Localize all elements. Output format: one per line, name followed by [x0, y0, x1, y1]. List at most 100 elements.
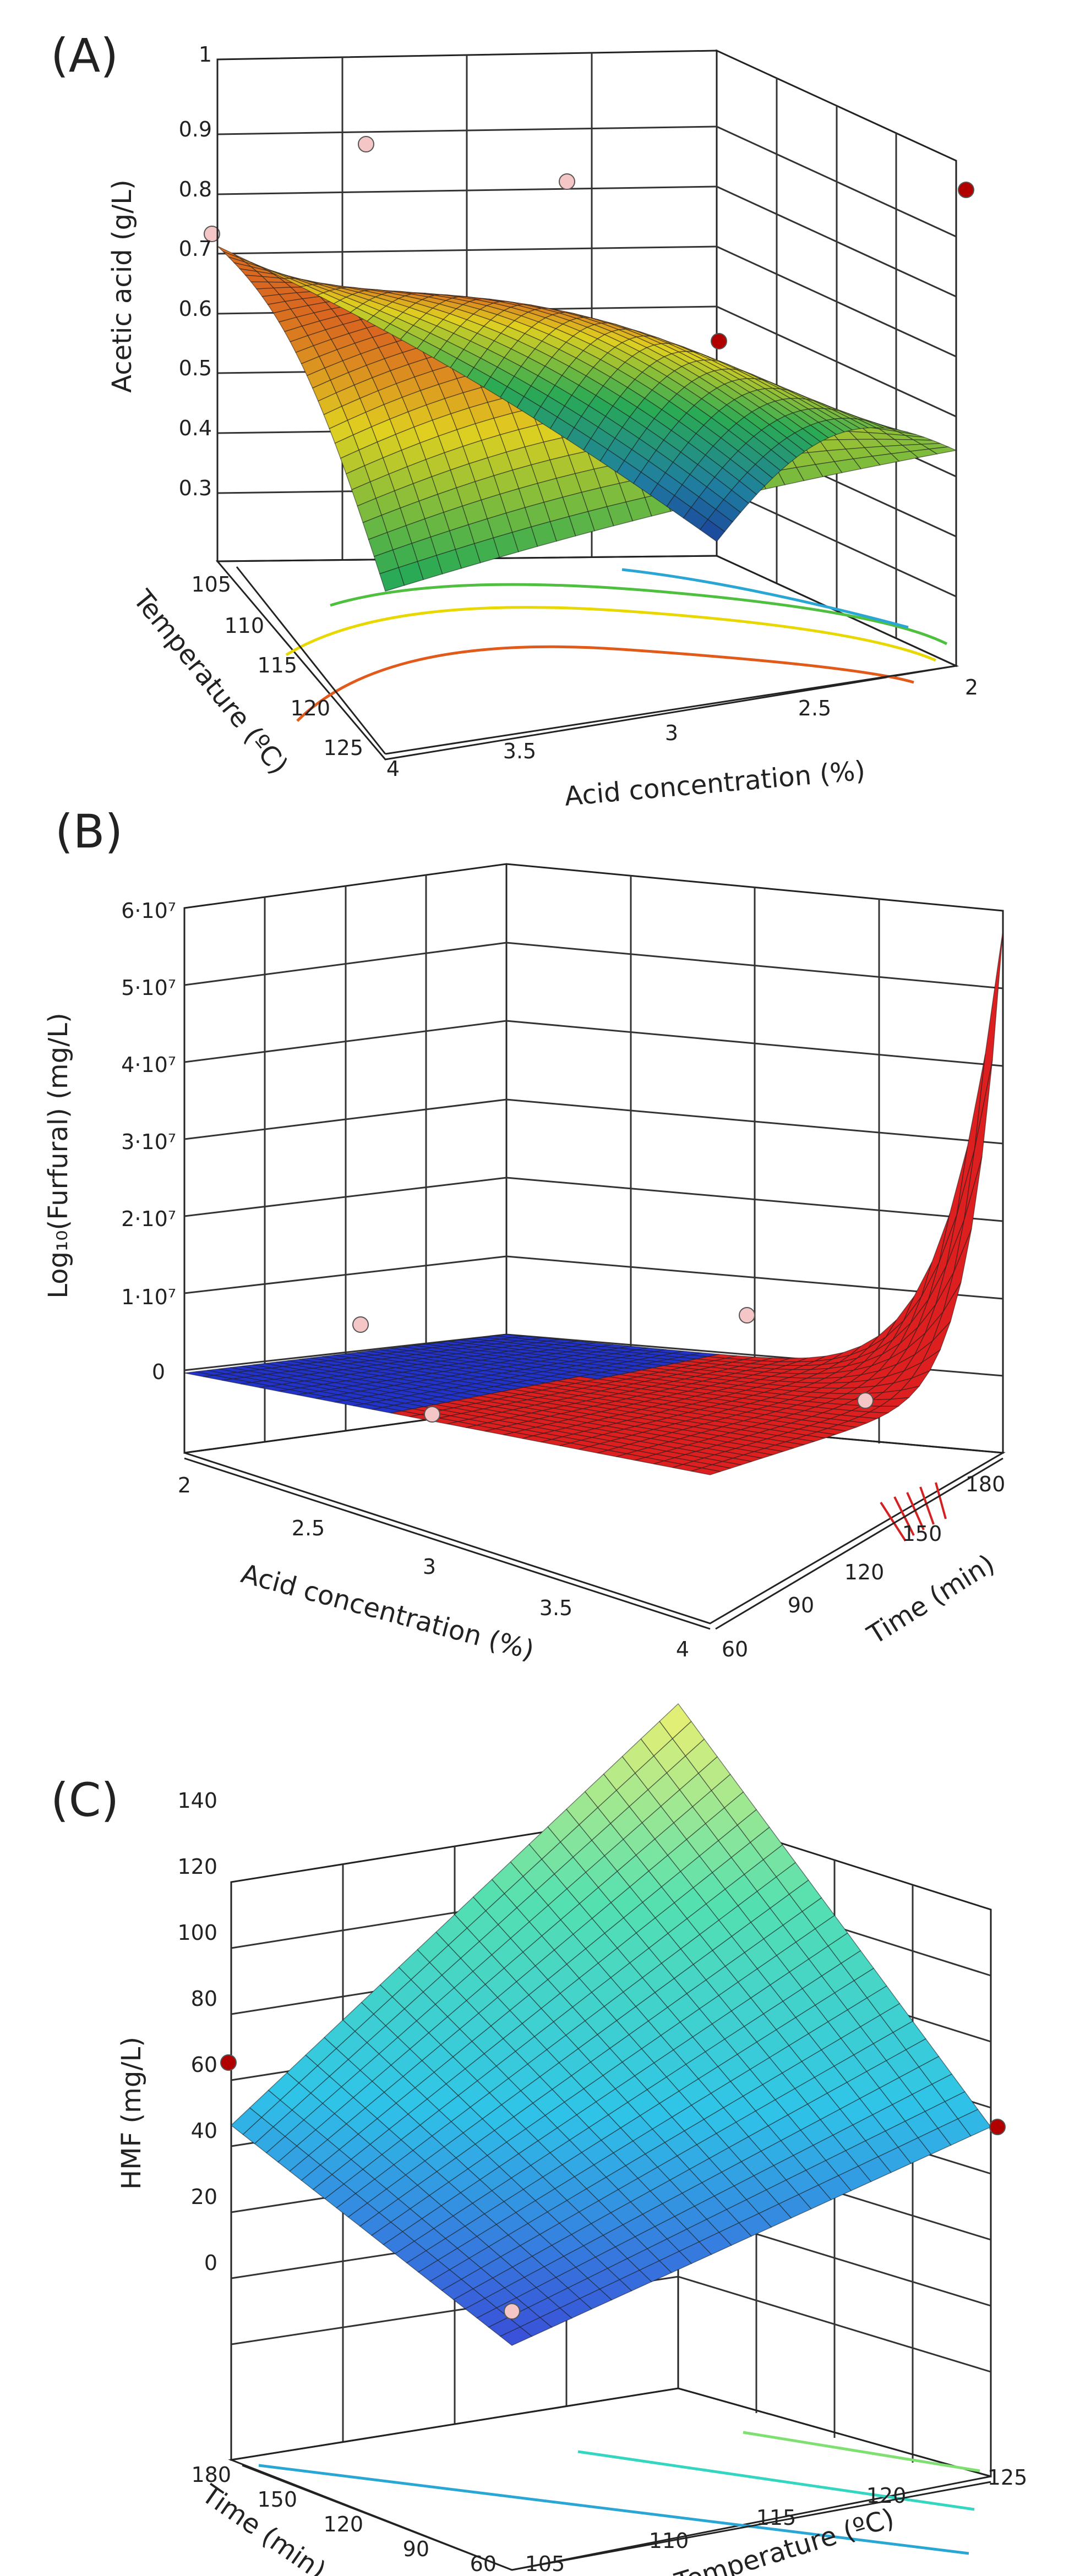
y-axis-line [385, 665, 957, 755]
panel-b-design-points [352, 1307, 874, 1423]
y-tick: 60 [470, 2552, 497, 2576]
y-tick: 150 [257, 2487, 297, 2512]
panel-a-floor [215, 555, 959, 761]
y-tick: 150 [902, 1522, 942, 1546]
panel-c-design-points [220, 2054, 1006, 2320]
x-tick: 105 [525, 2552, 565, 2576]
design-point [857, 1392, 874, 1409]
panel-c: (C) [51, 1703, 1028, 2576]
z-axis-title: HMF (mg/L) [116, 2037, 147, 2190]
x-tick: 125 [323, 736, 363, 760]
panel-a: (A) [51, 29, 978, 812]
panel-a-label: (A) [51, 29, 118, 83]
x-tick: 4 [676, 1637, 689, 1661]
design-point [989, 2119, 1006, 2135]
design-point [204, 226, 220, 242]
z-tick: 6·10⁷ [121, 899, 176, 923]
z-tick: 2·10⁷ [121, 1207, 176, 1231]
design-point [739, 1307, 755, 1323]
design-point [424, 1406, 440, 1423]
panel-b-z-ticks: 0 1·10⁷ 2·10⁷ 3·10⁷ 4·10⁷ 5·10⁷ 6·10⁷ [121, 899, 176, 1384]
x-axis-line [511, 2481, 991, 2571]
panel-b-label: (B) [55, 805, 123, 858]
panel-c-x-ticks: 105 110 115 120 125 [525, 2465, 1028, 2576]
z-tick: 0.4 [179, 416, 212, 440]
x-tick: 110 [224, 614, 264, 638]
z-tick: 20 [191, 2185, 217, 2209]
design-point [504, 2303, 520, 2320]
x-tick: 120 [290, 696, 330, 720]
z-tick: 60 [191, 2053, 217, 2077]
panel-c-surface [230, 1703, 992, 2346]
panel-c-label: (C) [51, 1773, 119, 1827]
y-tick: 4 [386, 757, 400, 781]
z-tick: 5·10⁷ [121, 976, 176, 1000]
contour-line [285, 606, 936, 662]
y-axis-line [242, 2464, 512, 2571]
panel-a-surface [217, 245, 958, 592]
y-tick: 90 [403, 2537, 429, 2561]
x-axis-title: Temperature (ºC) [127, 584, 294, 780]
x-tick: 120 [866, 2484, 907, 2508]
z-axis-title: Log₁₀(Furfural) (mg/L) [43, 1013, 74, 1298]
z-tick: 0 [204, 2251, 217, 2275]
design-point [711, 333, 727, 349]
z-axis-title: Acetic acid (g/L) [107, 179, 138, 392]
design-point [958, 182, 974, 198]
contour-line [258, 2464, 969, 2555]
y-tick: 180 [966, 1472, 1006, 1496]
contour-line [880, 1501, 907, 1542]
x-axis-line [236, 566, 386, 754]
z-tick: 0.6 [179, 297, 212, 321]
x-axis-title: Acid concentration (%) [238, 1558, 537, 1666]
z-tick: 120 [177, 1855, 217, 1879]
panel-c-z-ticks: 0 20 40 60 80 100 120 140 [177, 1789, 217, 2275]
x-tick: 3 [423, 1555, 436, 1579]
contour-line [919, 1486, 935, 1525]
z-tick: 0.3 [179, 476, 212, 500]
panel-a-y-ticks: 4 3.5 3 2.5 2 [386, 675, 978, 781]
design-point [559, 173, 575, 190]
x-tick: 3.5 [539, 1596, 572, 1620]
panel-c-y-ticks: 180 150 120 90 60 [191, 2463, 497, 2576]
x-tick: 2 [178, 1473, 191, 1497]
y-tick: 180 [191, 2463, 231, 2487]
panel-b-floor [184, 1408, 1006, 1625]
panel-b-y-ticks: 60 90 120 150 180 [722, 1472, 1005, 1661]
design-point [358, 136, 374, 152]
contour-line [935, 1482, 947, 1519]
y-tick: 60 [722, 1637, 748, 1661]
z-tick: 3·10⁷ [121, 1130, 176, 1154]
contour-line [621, 568, 909, 629]
panel-b-x-ticks: 2 2.5 3 3.5 4 [178, 1473, 689, 1661]
x-axis-line [184, 1457, 711, 1630]
y-tick: 120 [323, 2512, 363, 2536]
contour-line [330, 583, 948, 646]
design-point [352, 1316, 369, 1333]
y-tick: 90 [788, 1593, 814, 1617]
surface-facet [974, 929, 1003, 1148]
panel-b: (B) [43, 805, 1006, 1666]
surface-facet [659, 1703, 692, 1740]
z-tick: 80 [191, 1987, 217, 2011]
y-tick: 2.5 [798, 696, 831, 720]
y-axis-line [715, 1457, 1003, 1630]
x-tick: 115 [257, 653, 297, 677]
z-tick: 0 [152, 1360, 165, 1384]
x-tick: 2.5 [292, 1516, 325, 1540]
panel-a-x-ticks: 105 110 115 120 125 [191, 572, 363, 760]
z-tick: 0.8 [179, 177, 212, 201]
z-tick: 0.5 [179, 356, 212, 380]
z-tick: 100 [177, 1921, 217, 1945]
z-tick: 1 [199, 42, 212, 67]
x-tick: 105 [191, 572, 231, 597]
panel-b-surface [184, 929, 1003, 1475]
design-point [220, 2054, 237, 2071]
y-tick: 3 [665, 721, 678, 745]
z-tick: 0.9 [179, 117, 212, 141]
y-axis-title: Acid concentration (%) [563, 755, 866, 812]
x-tick: 110 [649, 2529, 689, 2553]
z-tick: 0.7 [179, 237, 212, 261]
contour-line [743, 2431, 980, 2473]
y-tick: 3.5 [503, 739, 536, 763]
